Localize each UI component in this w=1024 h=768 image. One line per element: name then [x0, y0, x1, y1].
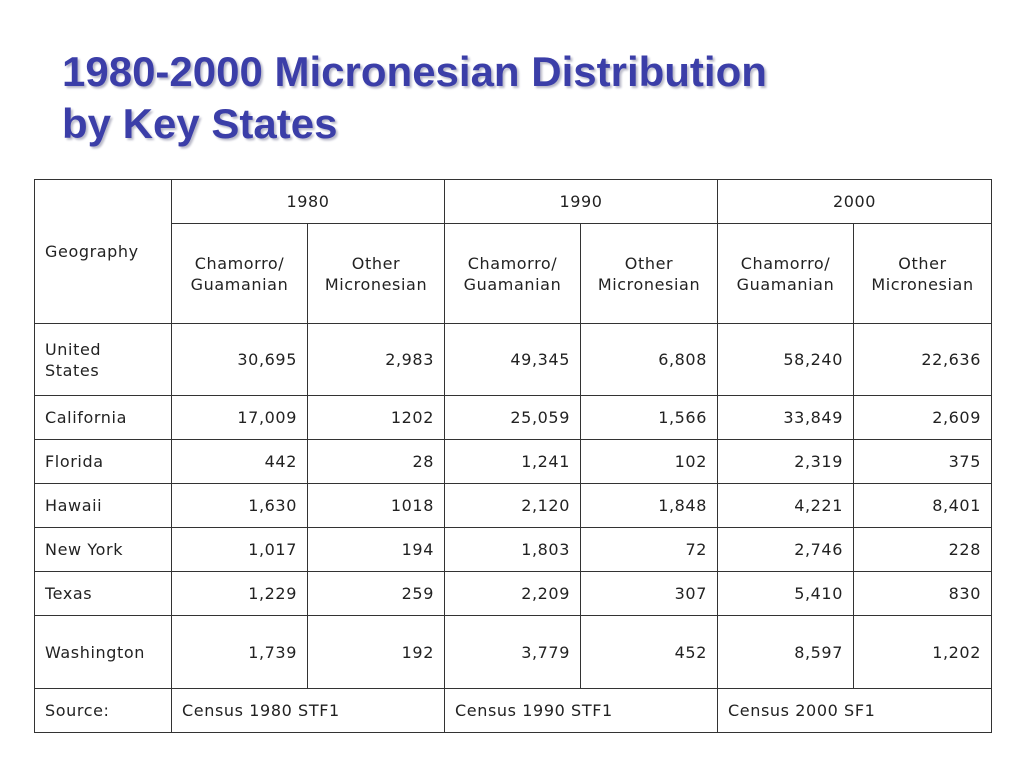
source-label: Source:	[34, 688, 172, 733]
geography-cell: California	[34, 395, 172, 440]
value-cell: 49,345	[444, 323, 581, 396]
value-cell: 1,202	[853, 615, 992, 689]
table-row: Washington 1,739 192 3,779 452 8,597 1,202	[34, 615, 992, 689]
table-row: Florida 442 28 1,241 102 2,319 375	[34, 439, 992, 484]
column-subheader-line: Micronesian	[871, 274, 974, 294]
column-subheader-line: Other	[351, 253, 401, 273]
value-cell: 1,803	[444, 527, 581, 572]
value-cell: 33,849	[717, 395, 854, 440]
slide-title: 1980-2000 Micronesian Distribution by Ke…	[62, 46, 767, 150]
sub-header-row: Chamorro/Guamanian Other Micronesian Chamor…	[35, 223, 992, 324]
value-cell: 6,808	[580, 323, 718, 396]
table-body: United States 30,695 2,983 49,345 6,808 58,240…	[34, 323, 992, 733]
value-cell: 192	[307, 615, 445, 689]
geography-cell-line: Washington	[45, 642, 146, 662]
geography-cell-line: California	[45, 408, 127, 427]
year-header-1980: 1980	[171, 179, 445, 224]
geography-cell: Texas	[34, 571, 172, 616]
source-cell: Census 2000 SF1	[717, 688, 992, 733]
value-cell: 1,848	[580, 483, 718, 528]
geography-cell-line: United	[45, 339, 102, 359]
geography-cell-line: States	[45, 360, 100, 380]
geography-cell: Florida	[34, 439, 172, 484]
value-cell: 1,739	[171, 615, 308, 689]
value-cell: 1,017	[171, 527, 308, 572]
geography-cell: New York	[34, 527, 172, 572]
value-cell: 8,597	[717, 615, 854, 689]
column-subheader-line: Other	[898, 253, 947, 273]
value-cell: 1,229	[171, 571, 308, 616]
geography-cell-line: Hawaii	[45, 496, 103, 515]
source-cell: Census 1980 STF1	[171, 688, 445, 733]
value-cell: 2,983	[307, 323, 445, 396]
column-subheader: Chamorro/Guamanian	[717, 223, 854, 324]
value-cell: 25,059	[444, 395, 581, 440]
column-subheader: Other Micronesian	[307, 223, 445, 324]
year-header-1990: 1990	[444, 179, 718, 224]
value-cell: 2,120	[444, 483, 581, 528]
value-cell: 1,241	[444, 439, 581, 484]
geography-cell: Hawaii	[34, 483, 172, 528]
value-cell: 28	[307, 439, 445, 484]
value-cell: 30,695	[171, 323, 308, 396]
value-cell: 228	[853, 527, 992, 572]
value-cell: 2,746	[717, 527, 854, 572]
value-cell: 830	[853, 571, 992, 616]
value-cell: 72	[580, 527, 718, 572]
table-row: Hawaii 1,630 1018 2,120 1,848 4,221 8,401	[34, 483, 992, 528]
column-subheader-line: Guamanian	[463, 274, 562, 294]
value-cell: 452	[580, 615, 718, 689]
column-subheader: Other Micronesian	[853, 223, 992, 324]
value-cell: 307	[580, 571, 718, 616]
year-header-row: Geography 1980 1990 2000	[34, 179, 992, 324]
column-subheader-line: Other	[624, 253, 674, 273]
source-cell: Census 1990 STF1	[444, 688, 718, 733]
value-cell: 4,221	[717, 483, 854, 528]
value-cell: 1,566	[580, 395, 718, 440]
geography-cell: United States	[34, 323, 172, 396]
value-cell: 102	[580, 439, 718, 484]
table-row: New York 1,017 194 1,803 72 2,746 228	[34, 527, 992, 572]
year-header-2000: 2000	[717, 179, 992, 224]
column-subheader: Chamorro/Guamanian	[171, 223, 308, 324]
column-subheader-line: Chamorro/	[194, 253, 285, 273]
column-subheader: Other Micronesian	[580, 223, 718, 324]
value-cell: 58,240	[717, 323, 854, 396]
slide-title-line-2: by Key States	[62, 100, 338, 147]
value-cell: 22,636	[853, 323, 992, 396]
value-cell: 2,609	[853, 395, 992, 440]
column-subheader: Chamorro/Guamanian	[444, 223, 581, 324]
column-subheader-line: Guamanian	[736, 274, 835, 294]
value-cell: 3,779	[444, 615, 581, 689]
value-cell: 375	[853, 439, 992, 484]
micronesian-distribution-table: Geography 1980 1990 2000 Chamorro/Guaman…	[34, 179, 992, 733]
value-cell: 5,410	[717, 571, 854, 616]
value-cell: 1202	[307, 395, 445, 440]
value-cell: 8,401	[853, 483, 992, 528]
value-cell: 2,209	[444, 571, 581, 616]
geography-cell-line: New York	[45, 540, 124, 559]
slide-title-line-1: 1980-2000 Micronesian Distribution	[62, 48, 767, 95]
value-cell: 2,319	[717, 439, 854, 484]
column-subheader-line: Guamanian	[190, 274, 289, 294]
value-cell: 194	[307, 527, 445, 572]
source-row: Source: Census 1980 STF1 Census 1990 STF1 C…	[34, 688, 992, 733]
geography-cell: Washington	[34, 615, 172, 689]
column-subheader-line: Chamorro/	[467, 253, 558, 273]
value-cell: 1,630	[171, 483, 308, 528]
table-row: United States 30,695 2,983 49,345 6,808 58,240…	[34, 323, 992, 396]
value-cell: 17,009	[171, 395, 308, 440]
table-row: Texas 1,229 259 2,209 307 5,410 830	[34, 571, 992, 616]
value-cell: 442	[171, 439, 308, 484]
value-cell: 1018	[307, 483, 445, 528]
geography-cell-line: Texas	[45, 584, 93, 603]
column-subheader-line: Micronesian	[324, 274, 428, 294]
table-row: California 17,009 1202 25,059 1,566 33,849 2,6…	[34, 395, 992, 440]
geography-cell-line: Florida	[45, 452, 104, 471]
column-subheader-line: Micronesian	[597, 274, 701, 294]
value-cell: 259	[307, 571, 445, 616]
column-subheader-line: Chamorro/	[740, 253, 831, 273]
geography-header: Geography	[34, 179, 172, 324]
